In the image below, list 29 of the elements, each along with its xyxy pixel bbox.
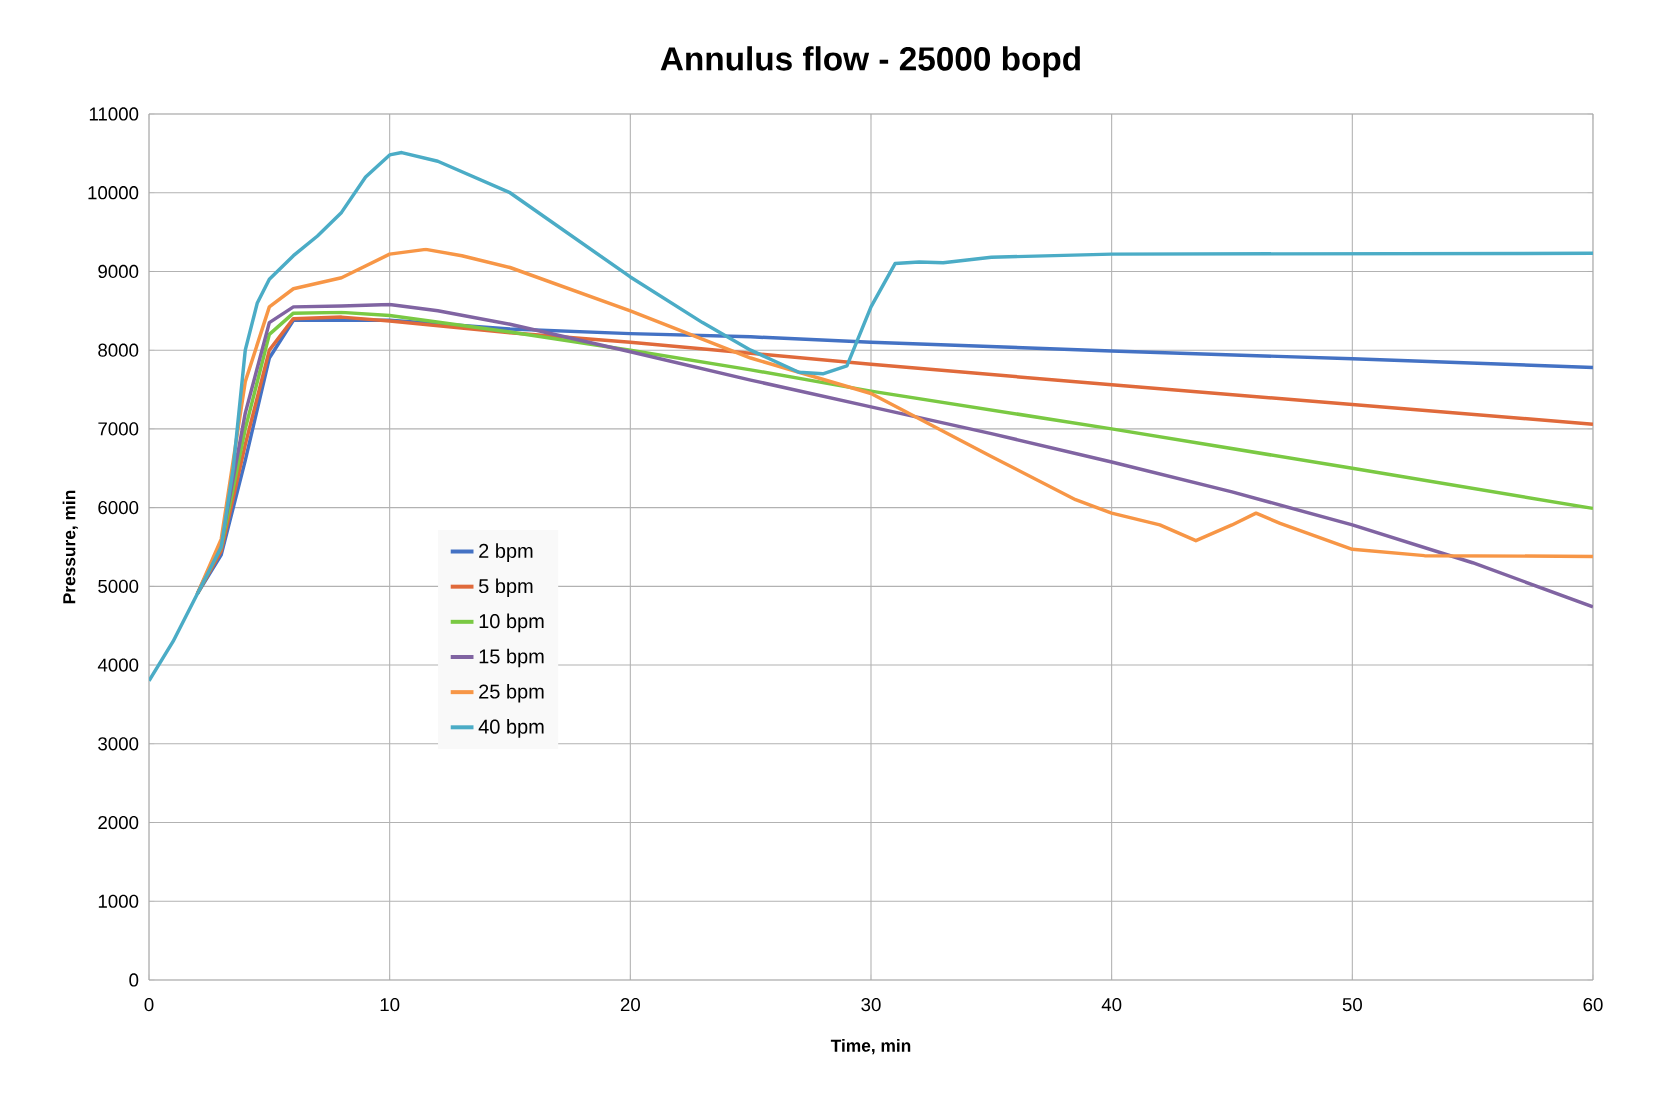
- legend-label: 15 bpm: [479, 648, 544, 668]
- x-axis-title: Time, min: [830, 1039, 911, 1055]
- x-tick-label: 30: [861, 998, 881, 1012]
- legend-label: 5 bpm: [478, 578, 533, 598]
- x-tick-label: 10: [380, 998, 400, 1012]
- x-tick-label: 60: [1583, 998, 1603, 1012]
- y-tick-label: 1000: [98, 894, 139, 908]
- chart-title: Annulus flow - 25000 bopd: [660, 46, 1080, 78]
- y-tick-label: 6000: [98, 501, 139, 515]
- y-tick-label: 10000: [88, 186, 139, 200]
- y-tick-label: 9000: [98, 264, 139, 279]
- x-tick-label: 50: [1342, 998, 1362, 1012]
- x-tick-label: 40: [1101, 998, 1122, 1012]
- legend-label: 25 bpm: [479, 683, 544, 703]
- y-tick-label: 11000: [89, 107, 139, 121]
- y-tick-label: 4000: [97, 658, 139, 672]
- y-tick-label: 2000: [98, 815, 139, 830]
- x-tick-label: 0: [144, 998, 154, 1012]
- y-axis-title: Pressure, min: [62, 490, 78, 604]
- y-tick-label: 7000: [98, 422, 139, 436]
- line-series: [149, 150, 1593, 683]
- legend-label: 40 bpm: [478, 719, 544, 738]
- legend-label: 10 bpm: [479, 613, 544, 633]
- legend-label: 2 bpm: [479, 543, 533, 562]
- y-tick-label: 5000: [98, 579, 139, 593]
- y-tick-label: 0: [129, 973, 139, 987]
- y-tick-label: 3000: [98, 737, 139, 751]
- y-tick-label: 8000: [98, 343, 139, 357]
- x-tick-label: 20: [620, 998, 640, 1012]
